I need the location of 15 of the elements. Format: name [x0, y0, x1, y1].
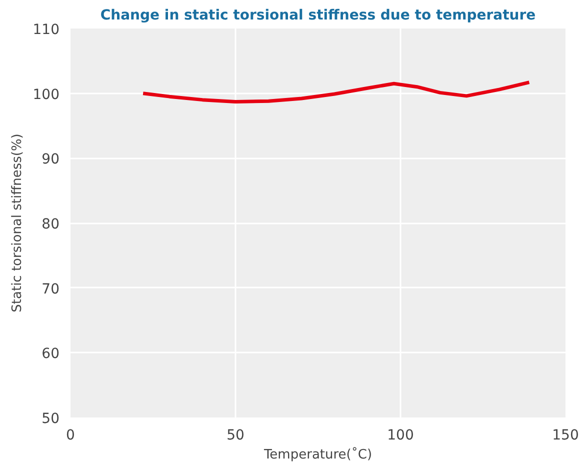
y-tick-label: 60 [42, 346, 60, 362]
y-tick-label: 50 [42, 411, 60, 427]
y-axis-title: Static torsional stiffness(%) [10, 134, 25, 312]
x-tick-label: 0 [66, 428, 75, 444]
y-tick-label: 80 [42, 216, 60, 232]
chart-title: Change in static torsional stiffness due to temperature [100, 8, 536, 24]
y-tick-label: 110 [32, 22, 60, 38]
y-tick-label: 100 [32, 86, 60, 103]
y-tick-label: 70 [42, 281, 60, 298]
x-tick-label: 50 [226, 428, 244, 444]
y-tick-label: 90 [42, 152, 60, 168]
x-axis-title: Temperature(˚C) [262, 446, 372, 462]
x-tick-label: 150 [552, 428, 579, 444]
line-series [141, 80, 531, 104]
x-tick-label: 100 [387, 428, 414, 444]
